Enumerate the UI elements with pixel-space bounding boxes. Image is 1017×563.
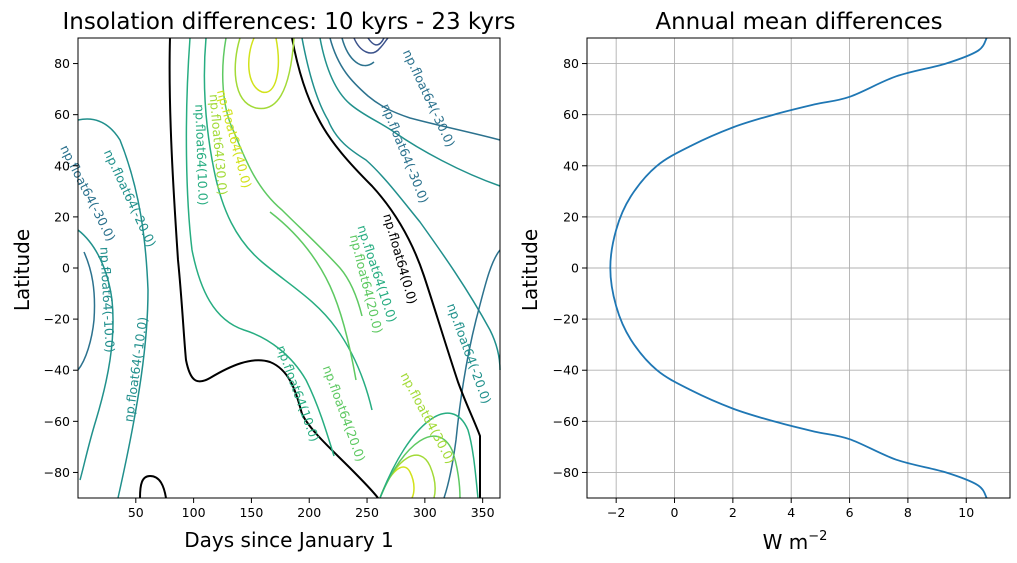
contour-y-label: Latitude (10, 229, 34, 311)
line-x-label-base: W m (763, 530, 809, 554)
contour-line-10-top (203, 37, 373, 411)
contour-x-tick-label: 350 (471, 505, 495, 520)
contour-line-minus20-right2 (443, 249, 501, 499)
contour-lines (77, 37, 501, 499)
line-y-ticks: −80 −60 −40 −20 0 20 40 60 80 (553, 56, 587, 480)
contour-line-10-bottom (379, 412, 479, 499)
contour-line-minus20-left (77, 229, 114, 481)
line-y-tick-label: −80 (553, 465, 579, 480)
contour-line-40-bottom (379, 466, 415, 499)
contour-label: np.float64(20.0) (320, 363, 369, 463)
contour-label: np.float64(-30.0) (400, 47, 458, 149)
contour-y-tick-label: −80 (44, 465, 70, 480)
contour-x-ticks: 50 100 150 200 250 300 350 (128, 498, 495, 520)
contour-line-20-mid (269, 211, 357, 381)
contour-y-tick-label: −20 (44, 312, 70, 327)
annual-mean-line (609, 37, 988, 499)
contour-x-tick-label: 200 (297, 505, 321, 520)
line-x-label: W m−2 (763, 529, 828, 554)
contour-y-tick-label: 60 (54, 107, 70, 122)
contour-line-minus10-right (301, 37, 501, 371)
contour-line-30-top (234, 37, 295, 110)
contour-x-tick-label: 50 (128, 505, 144, 520)
contour-line-minus30-topb (341, 37, 375, 67)
contour-title: Insolation differences: 10 kyrs - 23 kyr… (63, 9, 516, 35)
contour-y-tick-label: −40 (44, 363, 70, 378)
contour-line-minus10-left (77, 118, 149, 499)
contour-line-minus30-left (77, 251, 96, 371)
contour-label: np.float64(10.0) (192, 104, 211, 206)
contour-y-tick-label: −60 (44, 414, 70, 429)
contour-line-30-bottom (379, 454, 436, 499)
line-x-tick-label: 8 (904, 505, 912, 520)
contour-line-10-left (185, 37, 335, 457)
contour-x-label: Days since January 1 (184, 528, 393, 552)
contour-line-zero-left (168, 37, 379, 499)
contour-label: np.float64(-10.0) (97, 246, 118, 353)
contour-y-tick-label: 80 (54, 56, 70, 71)
line-panel: Annual mean differences −2 0 2 4 6 8 10 −80−60… (518, 9, 1011, 554)
contour-line-minus20-right (319, 37, 501, 187)
line-y-tick-label: −60 (553, 414, 579, 429)
contour-line-minus30-top (353, 37, 389, 54)
line-x-tick-label: 4 (787, 505, 795, 520)
contour-line-minus30-right (329, 37, 501, 141)
contour-x-tick-label: 100 (182, 505, 206, 520)
line-y-tick-label: −20 (553, 312, 579, 327)
contour-line-zero-blob (139, 474, 167, 499)
line-x-label-sup: −2 (808, 529, 827, 544)
line-x-tick-label: −2 (607, 505, 625, 520)
line-y-tick-label: −40 (553, 363, 579, 378)
contour-label: np.float64(-20.0) (444, 301, 494, 406)
line-x-tick-label: 2 (729, 505, 737, 520)
line-y-tick-label: 0 (571, 261, 579, 276)
line-x-tick-label: 10 (958, 505, 974, 520)
contour-panel: Insolation differences: 10 kyrs - 23 kyr… (10, 9, 515, 552)
line-y-label: Latitude (518, 229, 542, 311)
line-x-tick-label: 6 (846, 505, 854, 520)
contour-y-ticks: −80 −60 −40 −20 0 20 40 60 80 (44, 56, 78, 480)
line-x-ticks: −2 0 2 4 6 8 10 (607, 498, 974, 520)
contour-y-tick-label: 40 (54, 158, 70, 173)
contour-y-tick-label: 0 (62, 261, 70, 276)
line-y-tick-label: 40 (563, 158, 579, 173)
contour-line-zero-main (291, 37, 481, 498)
line-grid (587, 38, 1010, 498)
line-y-tick-label: 20 (563, 209, 579, 224)
contour-line-20-top (222, 37, 363, 317)
line-title: Annual mean differences (655, 9, 942, 35)
contour-x-tick-label: 150 (239, 505, 263, 520)
line-y-tick-label: 80 (563, 56, 579, 71)
contour-line-minus40 (367, 37, 385, 46)
line-x-tick-label: 0 (671, 505, 679, 520)
contour-line-40-top (248, 37, 280, 94)
line-y-tick-label: 60 (563, 107, 579, 122)
contour-label: np.float64(10.0) (274, 343, 323, 443)
contour-labels: np.float64(-30.0)np.float64(-30.0)np.flo… (57, 47, 494, 466)
contour-x-tick-label: 300 (413, 505, 437, 520)
contour-line-20-bottom (379, 435, 461, 499)
contour-x-tick-label: 250 (355, 505, 379, 520)
contour-label: np.float64(-10.0) (121, 316, 151, 423)
contour-y-tick-label: 20 (54, 209, 70, 224)
